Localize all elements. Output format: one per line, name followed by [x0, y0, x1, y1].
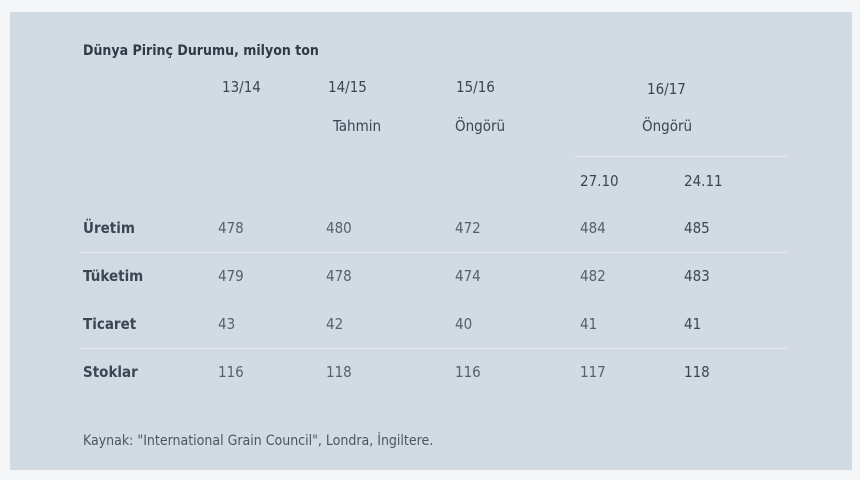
table-panel	[10, 12, 852, 470]
table-cell: 472	[455, 219, 481, 237]
row-divider	[80, 348, 788, 349]
table-cell: 484	[580, 219, 606, 237]
table-cell: 118	[326, 363, 352, 381]
table-cell: 479	[218, 267, 244, 285]
header-note-3: Öngörü	[455, 117, 506, 135]
table-cell: 41	[684, 315, 702, 333]
table-cell: 43	[218, 315, 236, 333]
table-title: Dünya Pirinç Durumu, milyon ton	[83, 43, 319, 59]
row-label: Stoklar	[83, 363, 138, 381]
table-cell: 478	[218, 219, 244, 237]
header-sub-1: 27.10	[580, 172, 619, 190]
header-note-4: Öngörü	[642, 117, 693, 135]
table-cell: 116	[218, 363, 244, 381]
header-year-1: 13/14	[222, 78, 261, 96]
table-cell: 118	[684, 363, 710, 381]
header-year-3: 15/16	[456, 78, 495, 96]
row-divider	[80, 252, 788, 253]
source-note: Kaynak: "International Grain Council", L…	[83, 433, 434, 449]
table-cell: 480	[326, 219, 352, 237]
row-label: Tüketim	[83, 267, 144, 285]
table-cell: 483	[684, 267, 710, 285]
row-label: Üretim	[83, 219, 135, 237]
table-cell: 478	[326, 267, 352, 285]
header-sub-2: 24.11	[684, 172, 723, 190]
row-label: Ticaret	[83, 315, 137, 333]
header-note-2: Tahmin	[333, 117, 382, 135]
header-year-2: 14/15	[328, 78, 367, 96]
table-cell: 485	[684, 219, 710, 237]
header-divider	[575, 156, 787, 157]
table-cell: 41	[580, 315, 598, 333]
table-cell: 474	[455, 267, 481, 285]
table-cell: 42	[326, 315, 344, 333]
table-cell: 117	[580, 363, 606, 381]
table-cell: 116	[455, 363, 481, 381]
table-cell: 482	[580, 267, 606, 285]
table-cell: 40	[455, 315, 473, 333]
header-year-4: 16/17	[647, 80, 686, 98]
